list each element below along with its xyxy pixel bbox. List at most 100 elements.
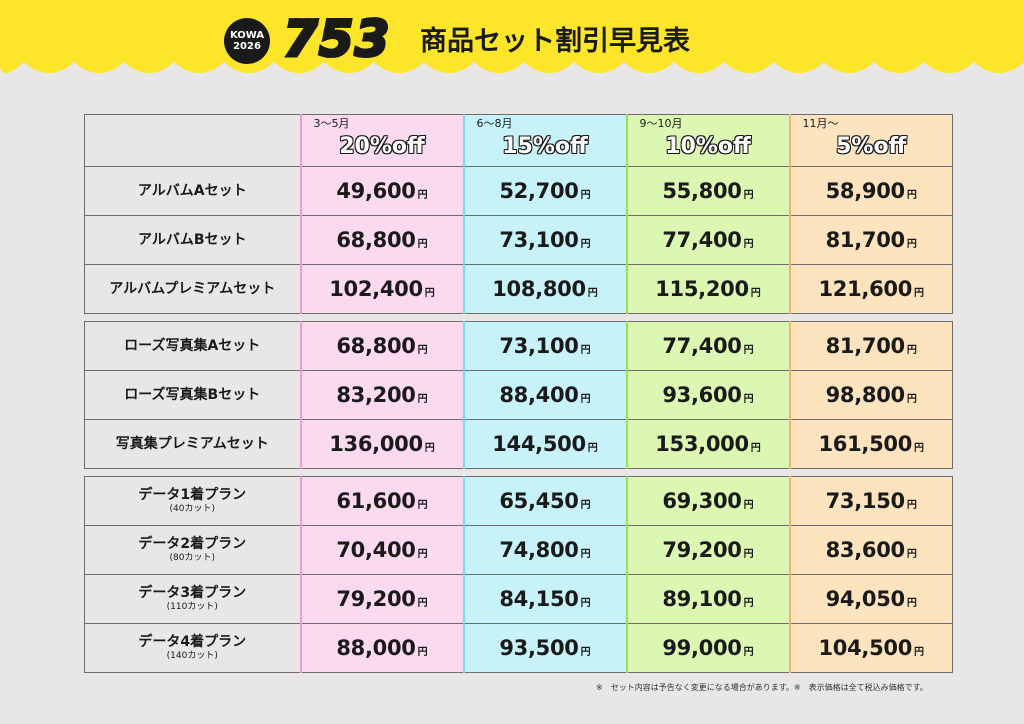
price-cell: 121,600 円 [788, 264, 953, 314]
price-cell: 73,150 円 [788, 476, 953, 526]
badge-line2: 2026 [233, 41, 261, 52]
yen-unit: 円 [587, 288, 598, 299]
yen-unit: 円 [580, 549, 591, 560]
row-label: ローズ写真集Aセット [84, 321, 301, 371]
price-cell: 93,500 円 [462, 623, 627, 673]
price-cell: 153,000 円 [625, 419, 790, 469]
row-label-text: アルバムAセット [137, 182, 247, 199]
discount-label: 20%off [339, 134, 425, 159]
row-label-text: ローズ写真集Aセット [124, 337, 261, 354]
group-gap [85, 314, 953, 322]
price-cell: 79,200 円 [299, 574, 464, 624]
price-cell: 115,200 円 [625, 264, 790, 314]
price-value: 70,400 [336, 538, 416, 562]
price-value: 49,600 [336, 179, 416, 203]
discount-table: 3〜5月 20%off 6〜8月 15%off 9〜10月 10%off 11月… [84, 114, 953, 673]
price-cell: 52,700 円 [462, 166, 627, 216]
period-label: 9〜10月 [639, 117, 683, 130]
corner-cell [84, 114, 301, 167]
period-label: 6〜8月 [476, 117, 513, 130]
yen-unit: 円 [580, 345, 591, 356]
price-cell: 99,000 円 [625, 623, 790, 673]
price-value: 77,400 [662, 228, 742, 252]
table-row: データ3着プラン (110カット) 79,200 円 84,150 円 89,100 円 94,… [84, 574, 953, 624]
yen-unit: 円 [587, 443, 598, 454]
yen-unit: 円 [417, 345, 428, 356]
price-value: 74,800 [499, 538, 579, 562]
price-cell: 61,600 円 [299, 476, 464, 526]
footnote: ※ セット内容は予告なく変更になる場合があります。※ 表示価格は全て税込み価格で… [596, 683, 928, 692]
yen-unit: 円 [417, 647, 428, 658]
price-value: 52,700 [499, 179, 579, 203]
column-header: 3〜5月 20%off [299, 114, 464, 167]
yen-unit: 円 [914, 288, 925, 299]
price-cell: 88,400 円 [462, 370, 627, 420]
table-row: アルバムBセット 68,800 円 73,100 円 77,400 円 81,700 円 [84, 215, 953, 265]
price-cell: 104,500 円 [788, 623, 953, 673]
table-row: 写真集プレミアムセット 136,000 円 144,500 円 153,000 円 161,5… [84, 419, 953, 469]
yen-unit: 円 [424, 443, 435, 454]
price-value: 104,500 [818, 636, 913, 660]
title-number-wrap: 753 [281, 9, 391, 70]
price-cell: 81,700 円 [788, 215, 953, 265]
price-value: 61,600 [336, 489, 416, 513]
price-cell: 49,600 円 [299, 166, 464, 216]
header-row: 3〜5月 20%off 6〜8月 15%off 9〜10月 10%off 11月… [84, 114, 953, 167]
yen-unit: 円 [417, 500, 428, 511]
yen-unit: 円 [906, 549, 917, 560]
title-number: 753 [281, 9, 391, 70]
price-value: 144,500 [492, 432, 586, 456]
table-row: ローズ写真集Aセット 68,800 円 73,100 円 77,400 円 81,700 円 [84, 321, 953, 371]
yen-unit: 円 [914, 647, 925, 658]
yen-unit: 円 [743, 647, 754, 658]
kowa-badge: KOWA 2026 [224, 18, 270, 64]
row-label-text: 写真集プレミアムセット [115, 435, 269, 452]
yen-unit: 円 [743, 500, 754, 511]
table-body: アルバムAセット 49,600 円 52,700 円 55,800 円 58,900 円アルバム… [84, 166, 953, 673]
row-label: アルバムAセット [84, 166, 301, 216]
price-cell: 73,100 円 [462, 321, 627, 371]
price-value: 79,200 [662, 538, 742, 562]
row-label: ローズ写真集Bセット [84, 370, 301, 420]
price-value: 108,800 [492, 277, 586, 301]
yen-unit: 円 [743, 598, 754, 609]
price-value: 153,000 [655, 432, 749, 456]
yen-unit: 円 [750, 288, 761, 299]
yen-unit: 円 [417, 549, 428, 560]
discount-label: 5%off [836, 134, 907, 159]
row-label-sub: (40カット) [169, 504, 215, 514]
table-row: データ2着プラン (80カット) 70,400 円 74,800 円 79,200 円 83,6… [84, 525, 953, 575]
price-value: 81,700 [825, 334, 906, 358]
price-value: 99,000 [662, 636, 742, 660]
row-label-text: アルバムBセット [137, 231, 247, 248]
price-cell: 161,500 円 [788, 419, 953, 469]
price-value: 69,300 [662, 489, 742, 513]
row-label: データ1着プラン (40カット) [84, 476, 301, 526]
price-cell: 69,300 円 [625, 476, 790, 526]
group-gap-cell [85, 469, 953, 477]
group-gap [85, 469, 953, 477]
yen-unit: 円 [417, 394, 428, 405]
price-cell: 83,200 円 [299, 370, 464, 420]
price-cell: 94,050 円 [788, 574, 953, 624]
price-value: 55,800 [662, 179, 742, 203]
price-cell: 84,150 円 [462, 574, 627, 624]
row-label-text: データ3着プラン [138, 585, 247, 601]
price-value: 68,800 [336, 334, 416, 358]
yen-unit: 円 [906, 500, 917, 511]
price-cell: 93,600 円 [625, 370, 790, 420]
discount-table-wrap: 3〜5月 20%off 6〜8月 15%off 9〜10月 10%off 11月… [84, 114, 953, 673]
price-cell: 88,000 円 [299, 623, 464, 673]
price-value: 89,100 [662, 587, 742, 611]
table-row: アルバムプレミアムセット 102,400 円 108,800 円 115,200 円 121,… [84, 264, 953, 314]
price-value: 83,600 [825, 538, 906, 562]
row-label-text: アルバムプレミアムセット [109, 280, 276, 297]
price-cell: 81,700 円 [788, 321, 953, 371]
yen-unit: 円 [417, 598, 428, 609]
price-value: 83,200 [336, 383, 416, 407]
price-cell: 65,450 円 [462, 476, 627, 526]
price-value: 88,000 [336, 636, 416, 660]
price-value: 88,400 [499, 383, 579, 407]
yen-unit: 円 [417, 239, 428, 250]
yen-unit: 円 [580, 239, 591, 250]
